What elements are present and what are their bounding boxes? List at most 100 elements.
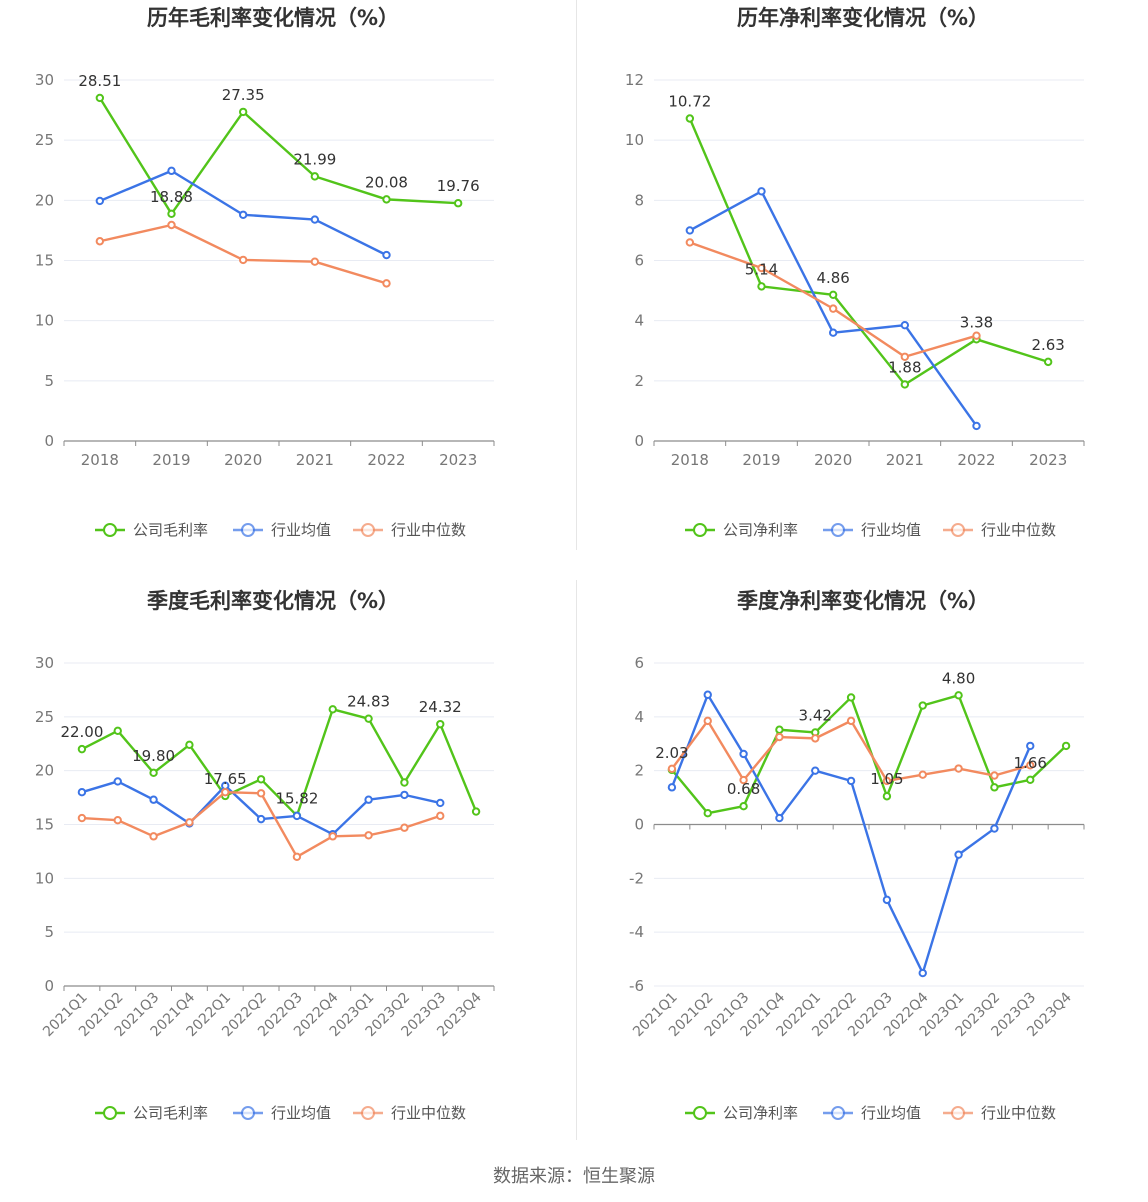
- data-point: [972, 421, 981, 431]
- legend-marker: [361, 523, 375, 537]
- x-tick-label: 2019: [152, 451, 190, 469]
- data-point: [364, 714, 373, 723]
- legend-marker: [361, 1106, 375, 1120]
- data-point: [256, 775, 266, 784]
- data-point: [436, 719, 445, 729]
- data-point: [1061, 741, 1071, 751]
- data-point: [364, 831, 373, 840]
- data-point: [828, 304, 838, 313]
- data-label: 0.68: [727, 780, 760, 798]
- data-point: [328, 832, 337, 841]
- data-point: [846, 693, 856, 702]
- data-label: 5.14: [745, 260, 778, 278]
- data-label: 18.88: [150, 188, 193, 206]
- data-point: [1026, 741, 1035, 751]
- legend-item: 行业均值: [233, 521, 331, 539]
- data-point: [238, 255, 248, 265]
- data-point: [757, 282, 766, 291]
- data-point: [149, 832, 158, 841]
- data-point: [77, 744, 87, 754]
- legend-marker: [693, 523, 707, 537]
- legend-label: 行业均值: [271, 521, 331, 539]
- data-label: 4.86: [816, 269, 849, 287]
- data-point: [400, 790, 409, 800]
- data-point: [436, 798, 445, 808]
- legend-item: 行业均值: [233, 1104, 331, 1122]
- data-point: [775, 813, 784, 823]
- data-point: [685, 114, 695, 123]
- x-tick-label: 2021: [296, 451, 334, 469]
- legend-item: 行业中位数: [943, 521, 1056, 539]
- y-tick-label: 6: [634, 654, 644, 672]
- y-tick-label: -6: [629, 977, 644, 995]
- data-point: [382, 279, 391, 288]
- data-point: [221, 788, 230, 797]
- data-point: [382, 250, 391, 260]
- y-tick-label: 10: [35, 869, 54, 887]
- chart-3: 季度毛利率变化情况（%）0510152025302021Q12021Q22021…: [35, 589, 495, 1122]
- data-label: 2.03: [655, 744, 688, 762]
- x-tick-label: 2022: [367, 451, 405, 469]
- chart-2: 历年净利率变化情况（%） 0 2 4 6 8 10 12 2018 2019 2020 2021 202…: [625, 6, 1085, 539]
- data-label: 17.65: [204, 770, 247, 788]
- data-point: [990, 783, 999, 792]
- legend-item: 公司净利率: [685, 521, 798, 539]
- legend-item: 行业中位数: [353, 1104, 466, 1122]
- data-point: [739, 801, 748, 811]
- data-point: [990, 771, 999, 780]
- data-source-note: 数据来源：恒生聚源: [493, 1166, 655, 1187]
- y-tick-label: 30: [35, 71, 54, 89]
- y-tick-label: -4: [629, 923, 644, 941]
- legend-marker: [103, 1106, 117, 1120]
- data-label: 1.88: [888, 358, 921, 376]
- data-point: [95, 196, 105, 206]
- legend-label: 公司净利率: [723, 521, 798, 539]
- legend-item: 行业中位数: [353, 521, 466, 539]
- data-point: [95, 93, 105, 103]
- y-tick-label: 2: [634, 372, 644, 390]
- vertical-divider-bottom: [576, 580, 577, 1140]
- data-label: 1.05: [870, 770, 903, 788]
- chart-title: 历年净利率变化情况（%）: [737, 6, 989, 30]
- series-line: [670, 693, 1032, 975]
- data-point: [310, 257, 320, 266]
- series-line: [688, 118, 1049, 386]
- legend-label: 行业中位数: [391, 521, 466, 539]
- y-tick-label: 0: [634, 816, 644, 834]
- data-point: [918, 701, 927, 710]
- y-tick-label: 10: [625, 131, 644, 149]
- data-point: [256, 789, 266, 798]
- y-tick-label: 25: [35, 131, 54, 149]
- data-point: [757, 187, 766, 196]
- data-point: [703, 690, 712, 699]
- data-point: [900, 320, 910, 330]
- chart-title: 季度毛利率变化情况（%）: [147, 589, 399, 613]
- data-label: 19.76: [437, 177, 480, 195]
- data-point: [149, 795, 158, 804]
- legend-marker: [831, 1106, 845, 1120]
- y-tick-label: 0: [44, 432, 54, 450]
- data-point: [453, 199, 463, 208]
- data-point: [846, 716, 856, 726]
- data-point: [667, 764, 677, 773]
- data-point: [882, 792, 892, 801]
- data-point: [77, 813, 87, 823]
- series-line: [670, 694, 1067, 815]
- data-label: 24.83: [347, 693, 390, 711]
- data-point: [775, 725, 784, 734]
- data-point: [185, 818, 194, 827]
- y-tick-label: 20: [35, 191, 54, 209]
- y-tick-label: 2: [634, 762, 644, 780]
- series-line: [98, 97, 459, 216]
- legend-item: 公司净利率: [685, 1104, 798, 1122]
- data-point: [382, 195, 391, 204]
- data-point: [310, 172, 320, 181]
- legend-marker: [103, 523, 117, 537]
- series-line: [689, 241, 977, 358]
- y-tick-label: 15: [35, 252, 54, 270]
- legend-label: 行业中位数: [981, 1104, 1056, 1122]
- data-point: [900, 380, 910, 389]
- legend-label: 行业中位数: [391, 1104, 466, 1122]
- data-point: [703, 716, 712, 726]
